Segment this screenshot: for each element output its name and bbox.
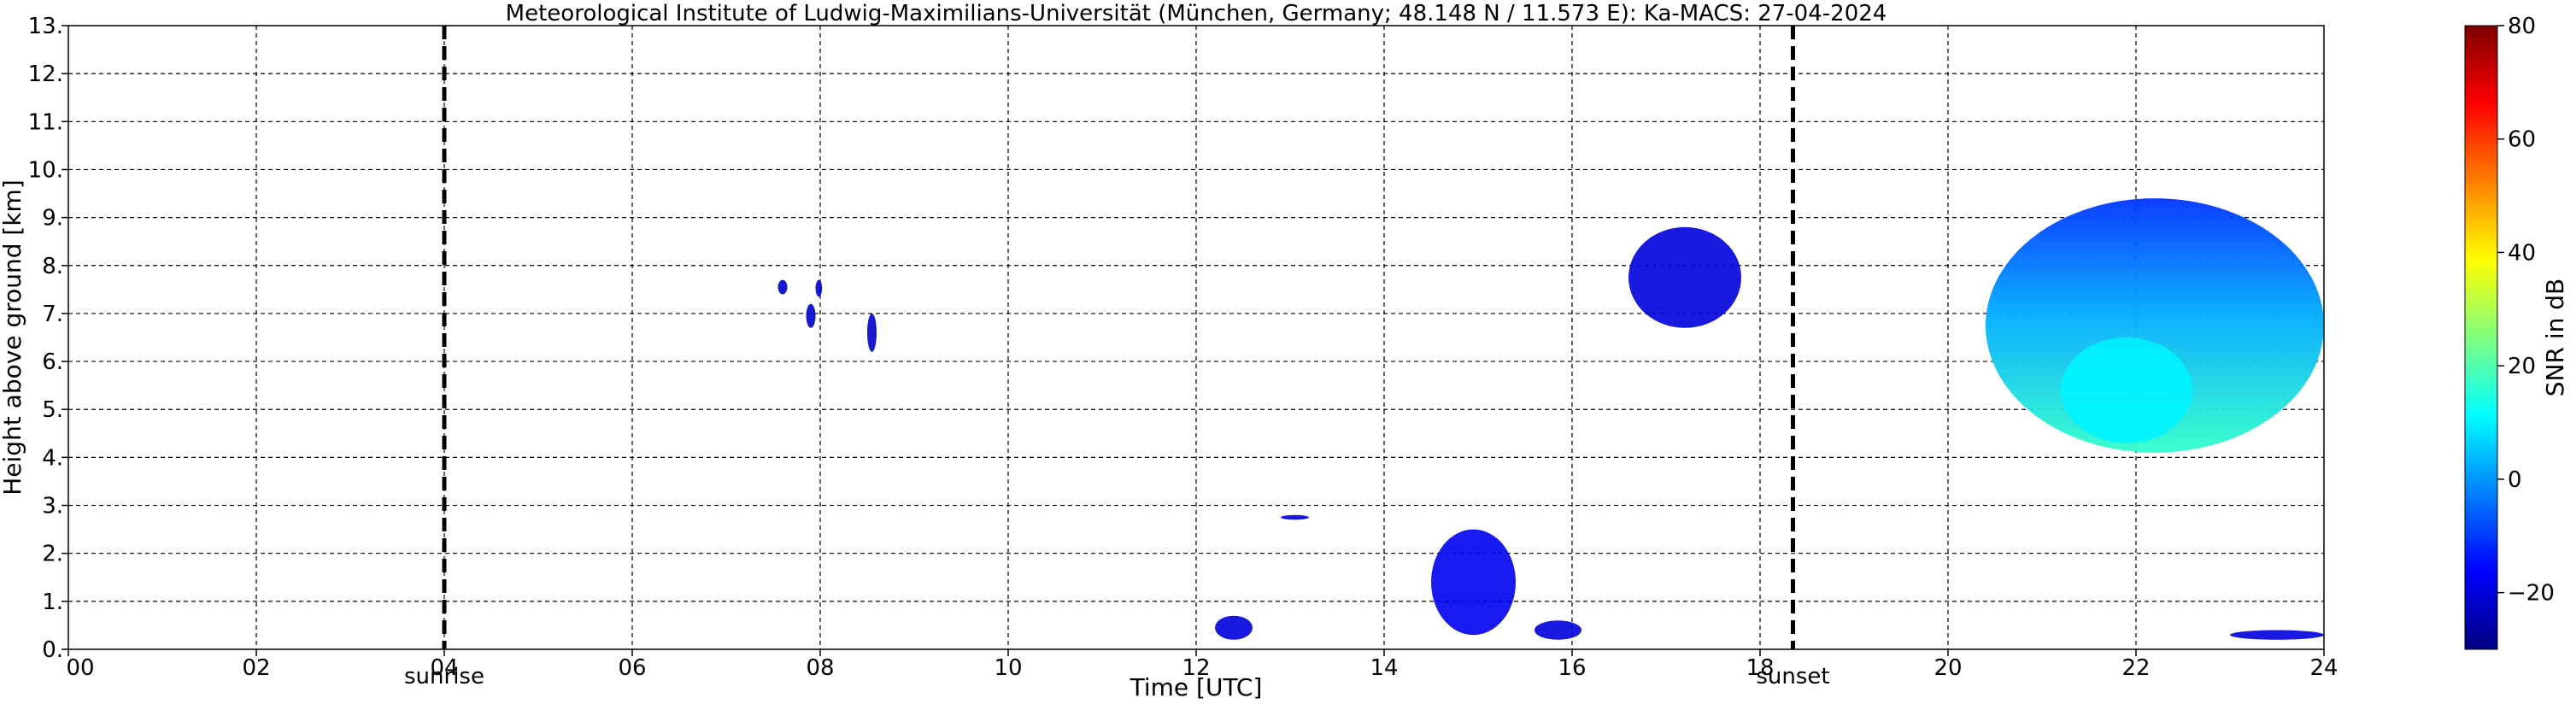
x-tick-label: 20 <box>1933 655 1962 681</box>
echo-low-3 <box>1431 529 1516 636</box>
y-tick-label: 11. <box>28 109 63 135</box>
x-tick-label: 22 <box>2121 655 2150 681</box>
colorbar <box>2464 25 2498 650</box>
colorbar-tick-label: 80 <box>2508 14 2536 39</box>
y-tick-label: 5. <box>42 397 63 423</box>
y-tick-label: 7. <box>42 302 63 327</box>
y-tick-label: 10. <box>28 157 63 183</box>
y-tick-label: 1. <box>42 590 63 615</box>
x-axis-ticks: 00 02 04 06 08 10 12 14 16 18 20 22 24 <box>66 649 2338 681</box>
x-tick-label: 02 <box>242 655 270 681</box>
echo-afternoon-high <box>1628 226 1741 328</box>
echo-morning-4 <box>867 313 877 352</box>
colorbar-tick-label: 60 <box>2508 127 2536 153</box>
colorbar-tick-label: 20 <box>2508 354 2536 379</box>
x-tick-label: 18 <box>1746 655 1774 681</box>
x-tick-label: 16 <box>1558 655 1586 681</box>
y-tick-label: 9. <box>42 206 63 232</box>
y-tick-label: 0. <box>42 637 63 663</box>
echo-low-2 <box>1281 514 1309 520</box>
y-axis-ticks: 0. 1. 2. 3. 4. 5. 6. 7. 8. 9. 10. 11. 12. 13. <box>28 14 68 663</box>
event-label-sunrise: sunrise <box>404 664 484 689</box>
y-axis-label: Height above ground [km] <box>0 179 26 496</box>
echo-low-1 <box>1215 615 1253 640</box>
colorbar-tick-label: 0 <box>2508 467 2522 493</box>
y-tick-label: 4. <box>42 445 63 471</box>
x-tick-label: 06 <box>618 655 646 681</box>
x-axis-label: Time [UTC] <box>1130 673 1263 701</box>
event-label-sunset: sunset <box>1756 664 1829 689</box>
grid-lines <box>68 26 2324 649</box>
y-tick-label: 3. <box>42 494 63 519</box>
colorbar-ticks: −20 0 20 40 60 80 <box>2497 14 2555 607</box>
echo-morning-1 <box>777 279 788 295</box>
echo-low-5 <box>2230 630 2324 640</box>
echo-evening-core <box>2061 337 2192 443</box>
chart-title: Meteorological Institute of Ludwig-Maxim… <box>506 1 1887 26</box>
x-tick-label: 12 <box>1182 655 1210 681</box>
x-tick-label: 14 <box>1370 655 1398 681</box>
x-tick-label: 10 <box>994 655 1022 681</box>
echo-morning-2 <box>806 303 816 328</box>
x-tick-label: 04 <box>430 655 458 681</box>
y-tick-label: 8. <box>42 254 63 279</box>
colorbar-tick-label: −20 <box>2508 581 2555 607</box>
echo-morning-3 <box>815 279 823 297</box>
echo-layer <box>777 198 2324 640</box>
y-tick-label: 13. <box>28 14 63 39</box>
x-tick-label: 08 <box>806 655 834 681</box>
y-tick-label: 12. <box>28 62 63 87</box>
colorbar-label: SNR in dB <box>2541 279 2569 396</box>
x-tick-label: 00 <box>66 655 94 681</box>
event-lines: sunrise sunset <box>404 26 1830 689</box>
colorbar-tick-label: 40 <box>2508 240 2536 266</box>
y-tick-label: 6. <box>42 349 63 375</box>
x-tick-label: 24 <box>2309 655 2338 681</box>
y-tick-label: 2. <box>42 542 63 567</box>
echo-low-4 <box>1534 620 1581 640</box>
